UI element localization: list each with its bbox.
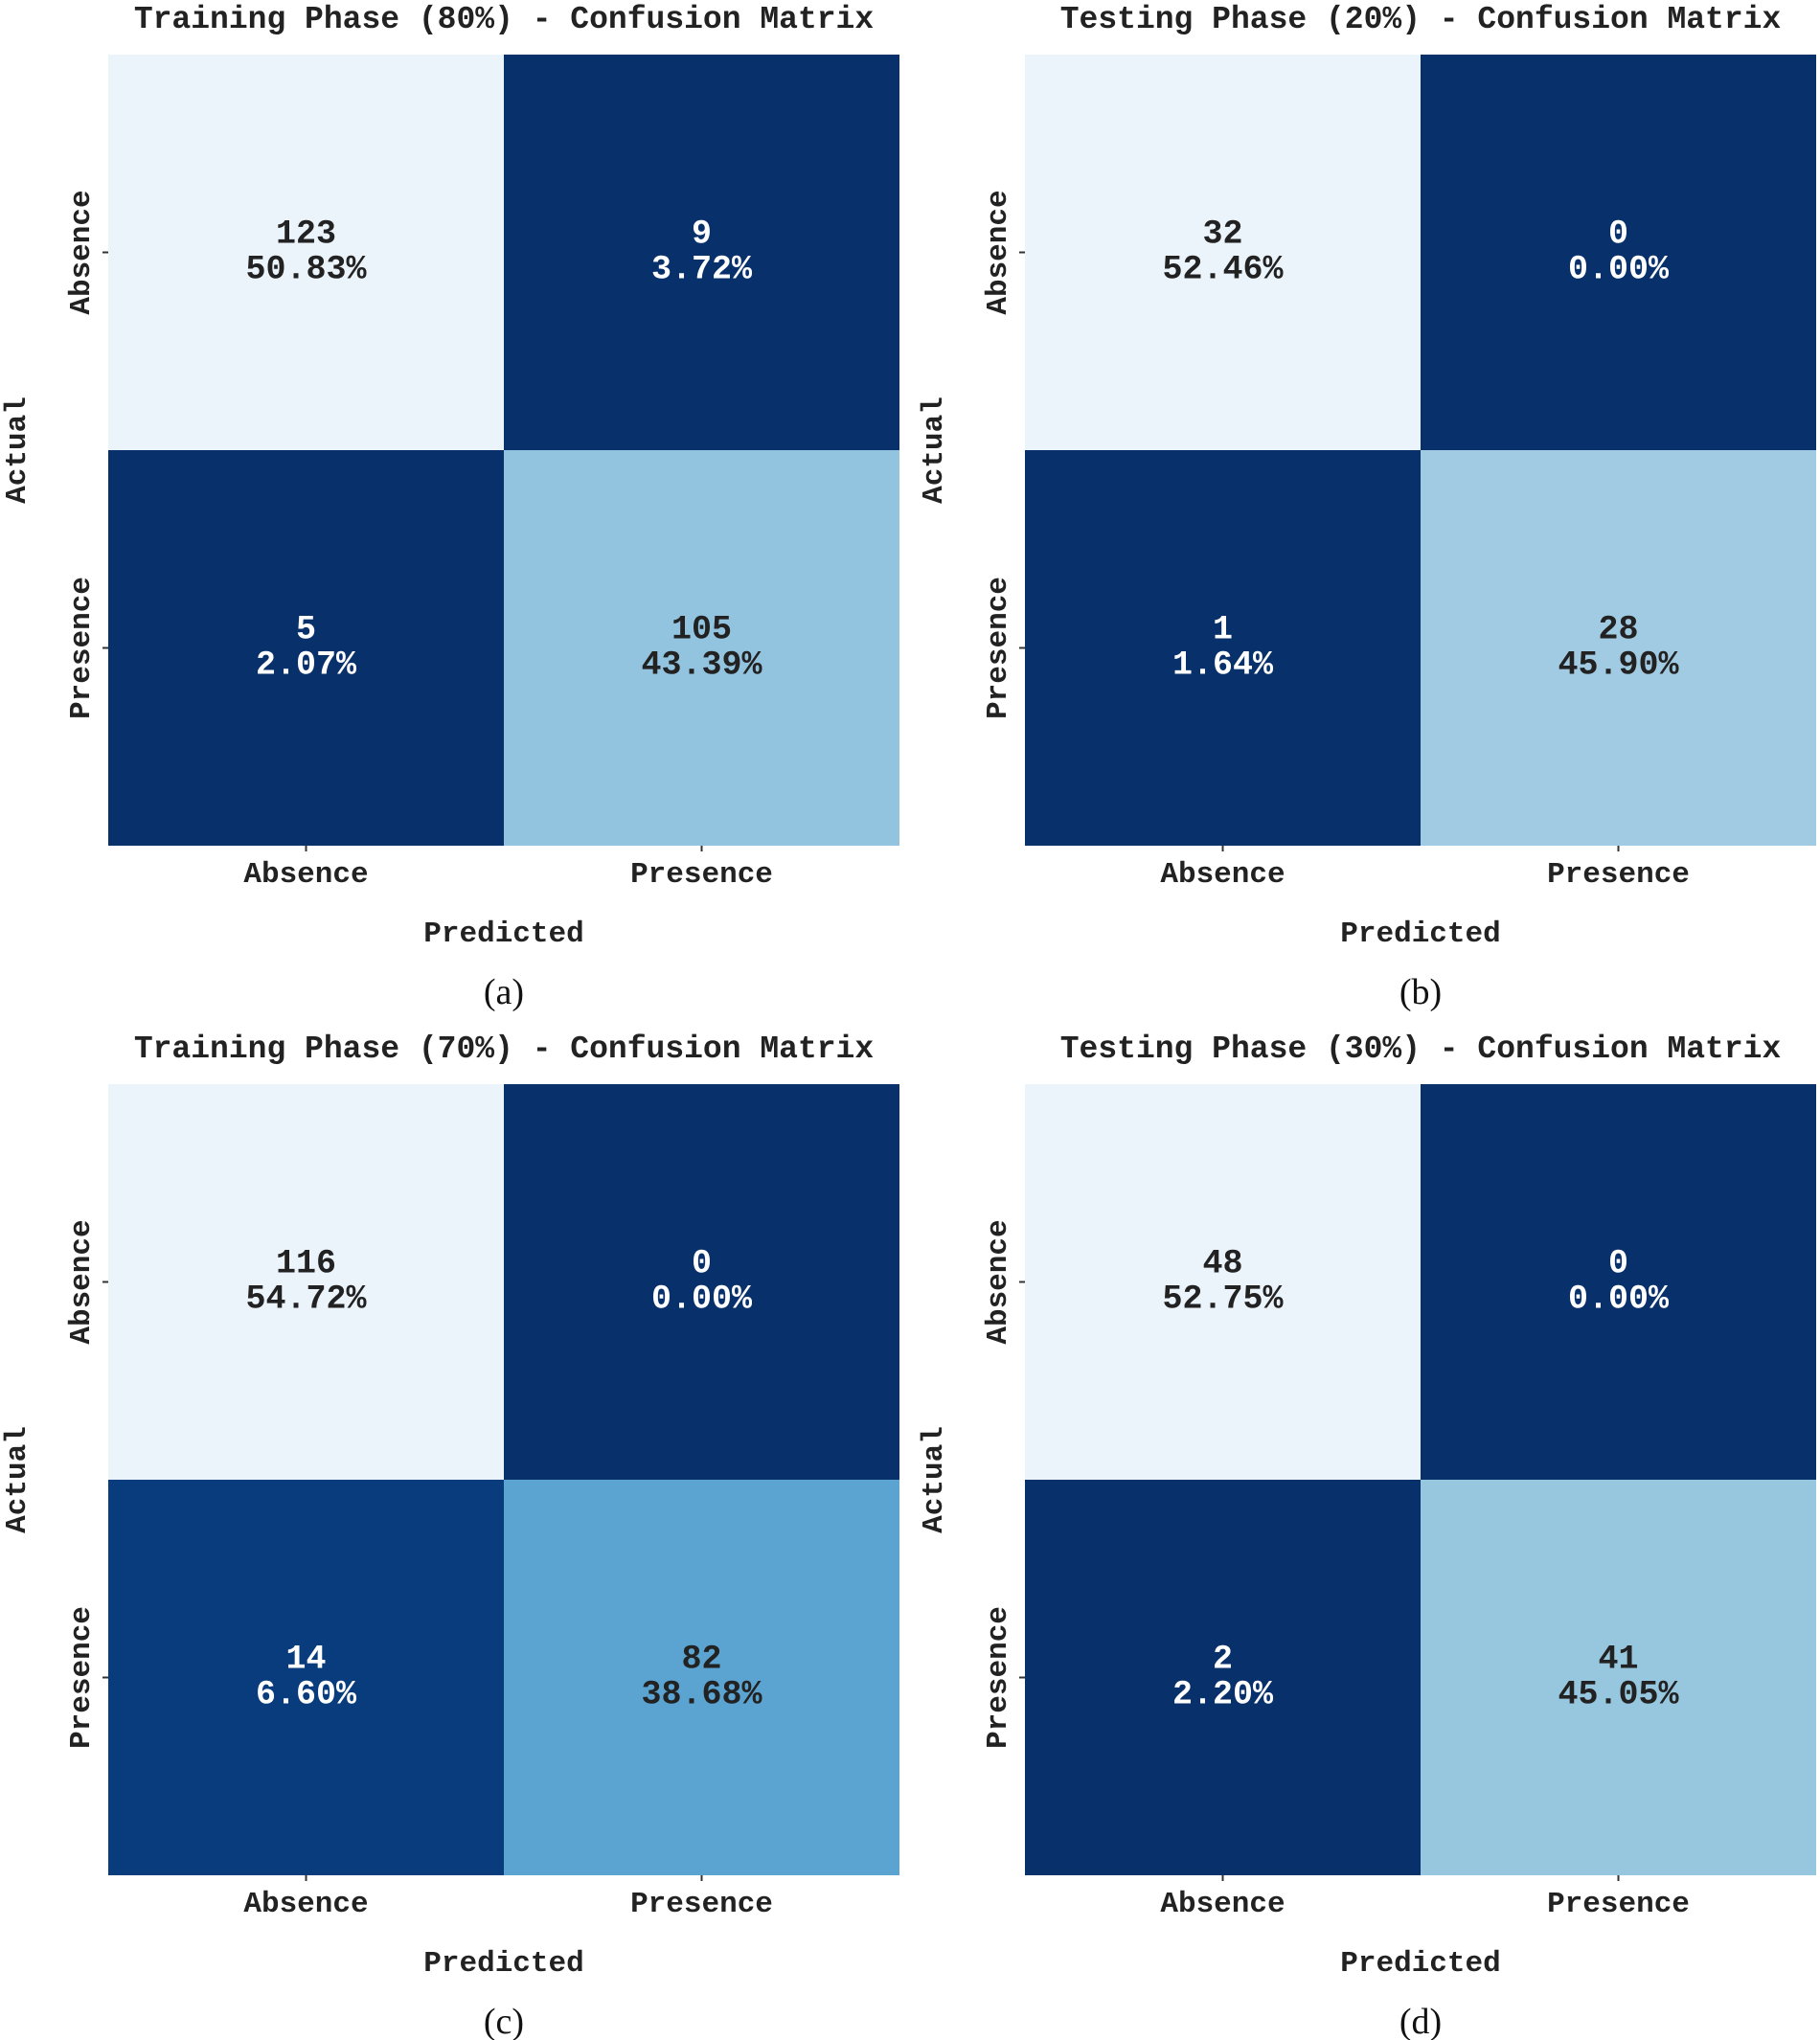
- panel-title: Training Phase (70%) - Confusion Matrix: [134, 1031, 874, 1067]
- y-tick-label: Presence: [65, 1606, 99, 1749]
- panel-caption: (c): [484, 2002, 524, 2040]
- confusion-matrix-panel-d: Testing Phase (30%) - Confusion Matrix 48…: [918, 1031, 1816, 2040]
- x-tick-label: Absence: [243, 1888, 368, 1921]
- cell-percent-label: 3.72%: [651, 251, 753, 289]
- panel-title: Testing Phase (20%) - Confusion Matrix: [1060, 2, 1782, 37]
- heatmap-cell: [108, 55, 504, 450]
- cell-percent-label: 52.75%: [1162, 1281, 1284, 1319]
- cell-percent-label: 2.20%: [1172, 1676, 1274, 1714]
- heatmap-cell: [1025, 1480, 1421, 1875]
- confusion-matrix-panel-a: Training Phase (80%) - Confusion Matrix 1…: [1, 2, 899, 1012]
- cell-count-label: 2: [1213, 1641, 1233, 1679]
- heatmap-cell: [1421, 1480, 1816, 1875]
- heatmap-cell: [1025, 450, 1421, 846]
- cell-percent-label: 0.00%: [1568, 251, 1670, 289]
- cell-percent-label: 43.39%: [641, 646, 762, 685]
- y-axis-label: Actual: [1, 397, 34, 504]
- panel-title: Testing Phase (30%) - Confusion Matrix: [1060, 1031, 1782, 1067]
- cell-percent-label: 0.00%: [1568, 1281, 1670, 1319]
- confusion-matrix-panel-c: Training Phase (70%) - Confusion Matrix 1…: [1, 1031, 899, 2040]
- y-axis-label: Actual: [918, 1426, 951, 1533]
- heatmap-cell: [1025, 1084, 1421, 1480]
- cell-count-label: 1: [1213, 611, 1233, 649]
- cell-count-label: 28: [1598, 611, 1638, 649]
- cell-count-label: 116: [276, 1245, 336, 1283]
- cell-count-label: 0: [1608, 215, 1628, 254]
- x-tick-label: Absence: [243, 858, 368, 892]
- x-axis-label: Predicted: [1340, 918, 1500, 951]
- heatmap-cell: [108, 450, 504, 846]
- heatmap-cell: [108, 1480, 504, 1875]
- cell-count-label: 32: [1202, 215, 1242, 254]
- cell-percent-label: 38.68%: [641, 1676, 762, 1714]
- cell-count-label: 48: [1202, 1245, 1242, 1283]
- panel-title: Training Phase (80%) - Confusion Matrix: [134, 2, 874, 37]
- heatmap-cell: [1421, 450, 1816, 846]
- x-axis-label: Predicted: [423, 918, 583, 951]
- y-axis-label: Actual: [1, 1426, 34, 1533]
- x-tick-label: Presence: [1547, 858, 1690, 892]
- cell-percent-label: 0.00%: [651, 1281, 753, 1319]
- panel-caption: (a): [484, 972, 524, 1012]
- y-tick-label: Absence: [982, 1219, 1015, 1344]
- y-tick-label: Absence: [982, 190, 1015, 314]
- x-tick-label: Absence: [1160, 1888, 1285, 1921]
- confusion-matrix-panel-b: Testing Phase (20%) - Confusion Matrix 32…: [918, 2, 1816, 1012]
- heatmap-cell: [504, 450, 899, 846]
- heatmap-cell: [1421, 1084, 1816, 1480]
- heatmap-cell: [504, 1480, 899, 1875]
- y-tick-label: Presence: [982, 577, 1015, 719]
- heatmap-cell: [504, 1084, 899, 1480]
- cell-count-label: 82: [681, 1641, 721, 1679]
- cell-percent-label: 50.83%: [245, 251, 367, 289]
- cell-count-label: 0: [692, 1245, 712, 1283]
- y-tick-label: Presence: [65, 577, 99, 719]
- x-tick-label: Presence: [630, 858, 773, 892]
- heatmap-cell: [504, 55, 899, 450]
- cell-percent-label: 2.07%: [256, 646, 357, 685]
- x-tick-label: Presence: [1547, 1888, 1690, 1921]
- cell-percent-label: 45.05%: [1558, 1676, 1679, 1714]
- cell-count-label: 105: [671, 611, 732, 649]
- y-axis-label: Actual: [918, 397, 951, 504]
- cell-percent-label: 1.64%: [1172, 646, 1274, 685]
- cell-count-label: 41: [1598, 1641, 1638, 1679]
- y-tick-label: Absence: [65, 1219, 99, 1344]
- cell-percent-label: 54.72%: [245, 1281, 367, 1319]
- cell-percent-label: 52.46%: [1162, 251, 1284, 289]
- x-axis-label: Predicted: [423, 1947, 583, 1981]
- y-tick-label: Absence: [65, 190, 99, 314]
- cell-count-label: 9: [692, 215, 712, 254]
- cell-count-label: 0: [1608, 1245, 1628, 1283]
- x-tick-label: Presence: [630, 1888, 773, 1921]
- cell-percent-label: 6.60%: [256, 1676, 357, 1714]
- heatmap-cell: [1421, 55, 1816, 450]
- heatmap-cell: [108, 1084, 504, 1480]
- panel-caption: (d): [1399, 2002, 1442, 2040]
- heatmap-cell: [1025, 55, 1421, 450]
- cell-count-label: 5: [296, 611, 316, 649]
- cell-percent-label: 45.90%: [1558, 646, 1679, 685]
- y-tick-label: Presence: [982, 1606, 1015, 1749]
- cell-count-label: 123: [276, 215, 336, 254]
- x-axis-label: Predicted: [1340, 1947, 1500, 1981]
- panel-caption: (b): [1399, 972, 1442, 1012]
- x-tick-label: Absence: [1160, 858, 1285, 892]
- cell-count-label: 14: [285, 1641, 326, 1679]
